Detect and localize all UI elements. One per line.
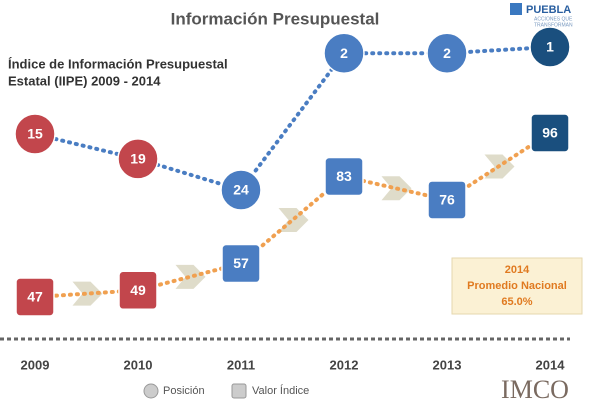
annotation-box (451, 257, 583, 315)
position-marker (529, 26, 571, 68)
index-marker (15, 277, 55, 317)
data-label: 24 (233, 182, 249, 198)
logo-icon (510, 3, 522, 15)
legend-swatch (231, 383, 247, 399)
data-label: 19 (130, 151, 146, 167)
index-marker (530, 113, 570, 153)
position-marker (220, 169, 262, 211)
x-tick-label: 2013 (433, 357, 462, 372)
x-tick-label: 2011 (227, 357, 255, 372)
logo-text: PUEBLA (526, 4, 571, 16)
data-label: 83 (336, 168, 352, 184)
x-tick-label: 2009 (21, 357, 50, 372)
data-label: 15 (27, 126, 43, 142)
data-label: 2 (340, 45, 348, 61)
data-label: 1 (546, 39, 554, 55)
data-label: 49 (130, 282, 146, 298)
chart-title: Información Presupuestal (171, 9, 380, 28)
subtitle: Estatal (IIPE) 2009 - 2014 (8, 73, 161, 88)
logo-imco: IMCO (501, 375, 569, 404)
logo-text: TRANSFORMAN (534, 22, 573, 28)
position-marker (426, 32, 468, 74)
annotation: 2014 (505, 264, 530, 276)
logo-text: ACCIONES QUE (534, 16, 573, 22)
legend-swatch (143, 383, 159, 399)
index-marker (118, 270, 158, 311)
legend-label: Valor Índice (252, 384, 309, 397)
x-tick-label: 2010 (124, 357, 153, 372)
subtitle: Índice de Información Presupuestal (8, 56, 228, 71)
annotation: Promedio Nacional (467, 280, 567, 292)
data-label: 76 (439, 192, 455, 208)
data-label: 57 (233, 255, 249, 271)
data-label: 2 (443, 45, 451, 61)
x-tick-label: 2014 (536, 357, 566, 372)
arrow (175, 264, 206, 289)
annotation: 65.0% (501, 296, 532, 308)
arrow (72, 281, 103, 306)
x-tick-label: 2012 (330, 357, 359, 372)
data-label: 47 (27, 289, 43, 305)
position-marker (323, 32, 365, 74)
legend-label: Posición (163, 385, 205, 397)
position-marker (14, 113, 56, 155)
data-label: 96 (542, 125, 558, 141)
index-marker (324, 156, 364, 197)
index-marker (221, 243, 261, 284)
index-marker (427, 180, 467, 220)
position-marker (117, 138, 159, 180)
